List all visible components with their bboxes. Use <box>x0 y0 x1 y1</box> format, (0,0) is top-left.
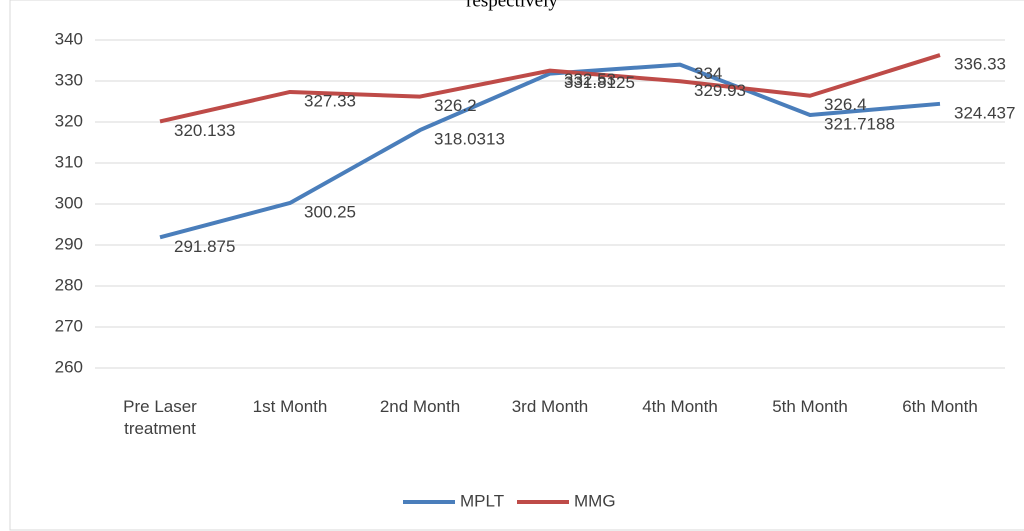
x-tick-label: 2nd Month <box>379 397 461 416</box>
line-series <box>159 62 941 240</box>
y-tick-label: 300 <box>55 193 83 212</box>
y-tick-label: 290 <box>55 234 83 253</box>
data-label: 326.4 <box>824 95 867 114</box>
data-label: 326.2 <box>434 96 477 115</box>
chart-frame <box>9 0 1024 531</box>
legend-label: MMG <box>574 491 616 510</box>
x-tick-label: 4th Month <box>642 397 718 416</box>
x-tick-label: 5th Month <box>772 397 848 416</box>
y-tick-label: 310 <box>55 152 83 171</box>
data-label: 300.25 <box>304 202 356 221</box>
x-tick-label: 1st Month <box>252 397 328 416</box>
x-tick-label: Pre Laser treatment <box>123 397 197 438</box>
y-tick-label: 320 <box>55 111 83 130</box>
data-label: 321.7188 <box>824 114 895 133</box>
data-label: 291.875 <box>174 237 235 256</box>
y-tick-label: 340 <box>55 29 83 48</box>
data-label: 329.93 <box>694 81 746 100</box>
y-tick-label: 260 <box>55 357 83 376</box>
data-label: 334 <box>694 64 722 83</box>
data-label: 327.33 <box>304 91 356 110</box>
y-tick-label: 330 <box>55 70 83 89</box>
legend-label: MPLT <box>460 491 504 510</box>
line-series <box>159 53 941 124</box>
data-label: 336.33 <box>954 55 1006 74</box>
y-tick-label: 280 <box>55 275 83 294</box>
chart-title: respectively <box>466 0 558 11</box>
data-label: 331.8125 <box>564 73 635 92</box>
data-label: 332.53 <box>564 70 616 89</box>
x-tick-label: 6th Month <box>902 397 978 416</box>
x-tick-label: 3rd Month <box>511 397 589 416</box>
data-label: 320.133 <box>174 121 235 140</box>
data-label: 324.437 <box>954 103 1015 122</box>
data-label: 318.0313 <box>434 130 505 149</box>
y-tick-label: 270 <box>55 316 83 335</box>
